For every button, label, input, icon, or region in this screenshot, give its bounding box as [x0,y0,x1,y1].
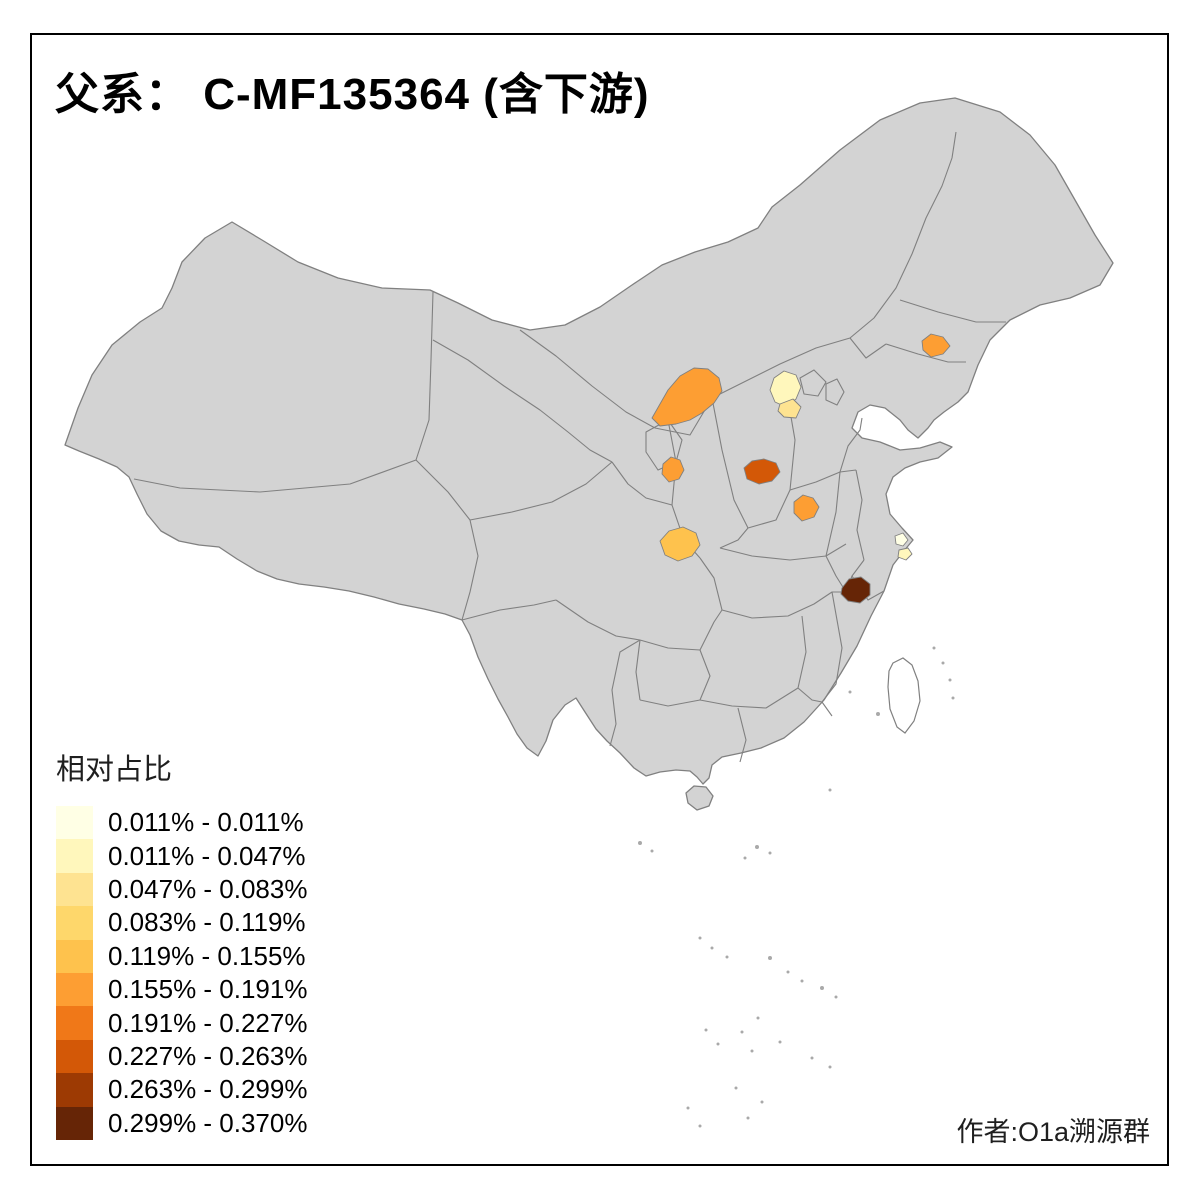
legend-label: 0.191% - 0.227% [108,1007,308,1038]
legend-label: 0.011% - 0.011% [108,807,304,838]
mainland [64,97,1114,785]
legend-label: 0.119% - 0.155% [108,940,306,971]
author-credit: 作者:O1a溯源群 [956,1117,1150,1147]
legend-row: 0.263% - 0.299% [56,1073,308,1107]
legend-label: 0.083% - 0.119% [108,907,306,938]
legend-swatch [56,872,93,907]
legend-swatch [56,1039,93,1074]
legend-title: 相对占比 [56,754,173,786]
legend-swatch [56,1006,93,1040]
legend-swatch [56,906,93,940]
highlight-region-hanzhong [659,526,701,562]
legend-row: 0.119% - 0.155% [56,939,307,973]
legend-label: 0.011% - 0.047% [108,840,306,871]
hainan-island [685,785,714,811]
legend: 相对占比 0.011% - 0.011% 0.011% - 0.047% 0.047… [56,746,307,1140]
highlighted-regions [651,333,951,604]
legend-row: 0.083% - 0.119% [56,906,307,940]
highlight-region-shanxi-south [743,458,781,485]
legend-label: 0.299% - 0.370% [108,1107,308,1138]
taiwan-island [887,657,921,734]
legend-swatch [56,1106,93,1140]
highlight-region-anhui-south-dark [840,576,871,604]
legend-swatch [56,839,93,873]
highlight-region-liaoning [921,333,951,358]
legend-rows: 0.011% - 0.011% 0.011% - 0.047% 0.047% - 0… [56,806,307,1140]
legend-row: 0.155% - 0.191% [56,972,308,1007]
page-title: 父系： C-MF135364 (含下游) [55,70,650,119]
legend-label: 0.227% - 0.263% [108,1040,308,1071]
legend-label: 0.155% - 0.191% [108,974,308,1005]
legend-label: 0.047% - 0.083% [108,873,308,904]
small-islands [638,646,955,1128]
legend-row: 0.191% - 0.227% [56,1006,308,1040]
highlight-region-shanxi-north-pale [769,370,802,408]
highlight-region-inner-mongolia [651,367,723,427]
legend-swatch [56,806,93,840]
legend-label: 0.263% - 0.299% [108,1074,308,1105]
legend-row: 0.227% - 0.263% [56,1039,308,1074]
legend-swatch [56,1073,93,1107]
highlight-region-jiangnan-pale-a [894,532,909,547]
highlight-region-shaanxi-north [661,456,685,483]
legend-swatch [56,972,93,1007]
legend-row: 0.299% - 0.370% [56,1106,308,1140]
legend-row: 0.011% - 0.011% [56,806,307,840]
mainland-outline [64,97,1114,785]
islands [685,657,921,811]
highlight-region-jiangnan-pale-b [897,547,913,561]
legend-swatch [56,939,93,973]
plot-frame [30,33,1169,1166]
highlight-region-henan [793,494,820,522]
legend-row: 0.047% - 0.083% [56,872,308,907]
legend-row: 0.011% - 0.047% [56,839,307,873]
highlight-region-shanxi-north-light [777,398,802,419]
